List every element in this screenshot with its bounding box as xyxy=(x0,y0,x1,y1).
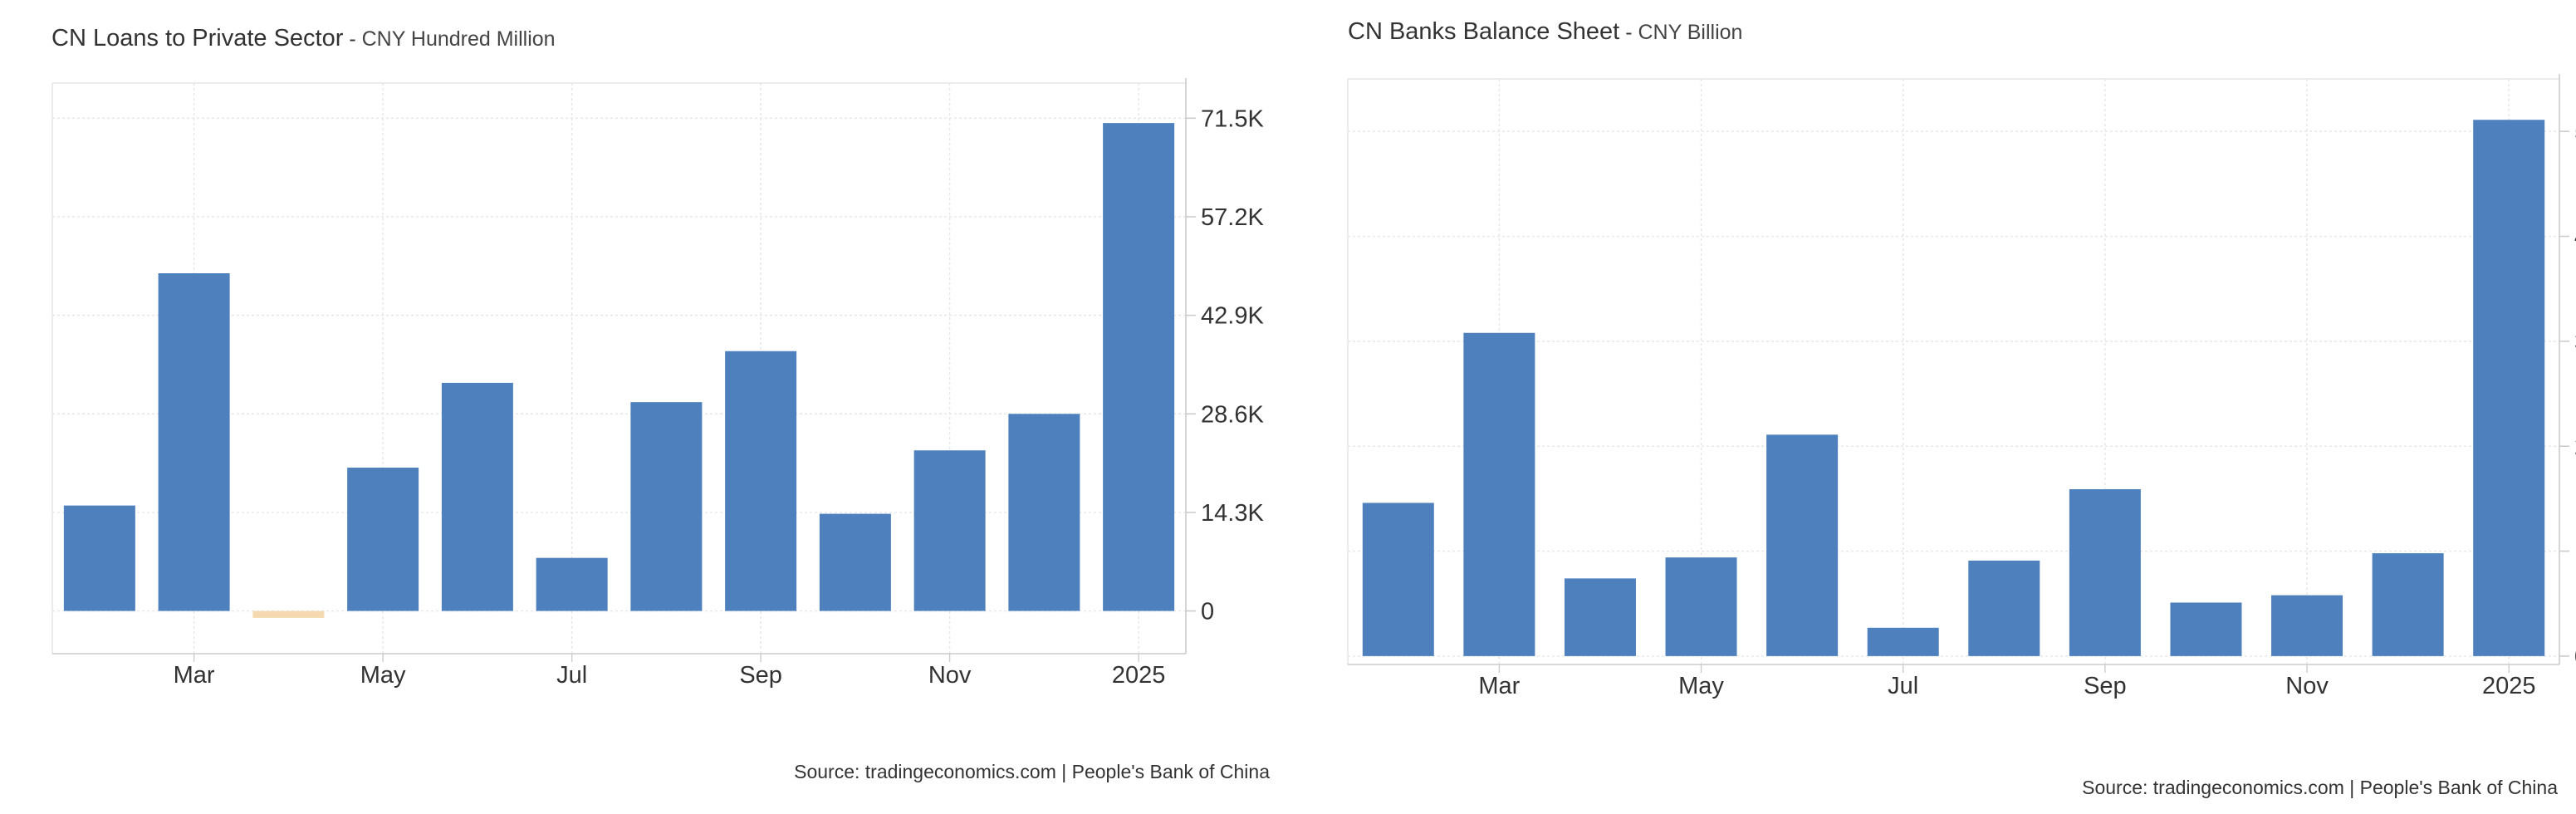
chart-title-unit: CNY Billion xyxy=(1638,21,1743,44)
balance-sheet-chart-panel: CN Banks Balance Sheet - CNY Billion 0 10… xyxy=(1288,0,2576,814)
negative-bar xyxy=(252,610,325,618)
y-tick-label: 0 xyxy=(2574,644,2576,670)
y-tick-label: 4K xyxy=(2574,224,2576,251)
bar xyxy=(441,382,513,611)
x-tick-label: Mar xyxy=(1478,673,1520,699)
loans-chart-panel: CN Loans to Private Sector - CNY Hundred… xyxy=(51,25,1270,782)
chart-title-separator: - xyxy=(343,27,362,51)
bar xyxy=(1463,332,1535,656)
chart-source: Source: tradingeconomics.com | People's … xyxy=(794,761,1270,782)
bar xyxy=(630,402,703,611)
bar xyxy=(1968,560,2040,656)
x-tick-label: 2025 xyxy=(1112,662,1166,689)
x-tick-label: Nov xyxy=(928,662,972,689)
x-tick-label: Sep xyxy=(739,662,782,689)
chart-title-main: CN Banks Balance Sheet xyxy=(1348,18,1620,45)
x-tick-label: Nov xyxy=(2285,673,2329,699)
x-tick-label: Jul xyxy=(556,662,587,689)
x-tick-label: May xyxy=(360,662,406,689)
x-tick-label: May xyxy=(1678,673,1724,699)
y-tick-label: 0 xyxy=(1201,599,1214,625)
chart-title-main: CN Loans to Private Sector xyxy=(51,25,344,51)
y-tick-label: 71.5K xyxy=(1201,105,1264,132)
y-tick-label: 5K xyxy=(2574,119,2576,145)
y-tick-label: 28.6K xyxy=(1201,401,1264,428)
chart-title: CN Loans to Private Sector - CNY Hundred… xyxy=(51,25,556,52)
y-tick-label: 2K xyxy=(2574,434,2576,460)
chart-title-separator: - xyxy=(1619,21,1638,44)
bar xyxy=(1766,434,1839,656)
chart-source: Source: tradingeconomics.com | People's … xyxy=(2082,777,2558,798)
x-tick-label: Jul xyxy=(1888,673,1918,699)
balance-sheet-bar-chart: 0 1000 2K 3K 4K 5K Mar May Jul Sep Nov 2025 xyxy=(1347,74,2576,699)
bar xyxy=(1665,557,1737,656)
y-tick-label: 42.9K xyxy=(1201,303,1264,330)
bar xyxy=(347,467,419,611)
bar xyxy=(1008,414,1080,611)
chart-title-unit: CNY Hundred Million xyxy=(361,27,556,51)
loans-bar-chart: 0 14.3K 28.6K 42.9K 57.2K 71.5K Mar May Jul Sep No… xyxy=(51,78,1264,689)
chart-title: CN Banks Balance Sheet - CNY Billion xyxy=(1348,18,1742,46)
y-tick-label: 57.2K xyxy=(1201,204,1264,231)
bar xyxy=(913,450,986,611)
x-tick-label: Mar xyxy=(174,662,215,689)
bar xyxy=(1362,503,1434,656)
y-tick-label: 1000 xyxy=(2574,539,2576,566)
y-tick-label: 3K xyxy=(2574,329,2576,356)
bar xyxy=(536,557,608,611)
bar xyxy=(1564,578,1636,656)
bar xyxy=(725,351,797,611)
bar xyxy=(2473,120,2545,656)
x-tick-label: 2025 xyxy=(2482,673,2536,699)
bar xyxy=(2170,602,2242,656)
bar xyxy=(2271,595,2343,656)
bar xyxy=(2069,489,2141,656)
x-tick-label: Sep xyxy=(2084,673,2127,699)
bar xyxy=(1867,627,1939,656)
y-tick-label: 14.3K xyxy=(1201,500,1264,527)
bar xyxy=(1103,123,1175,611)
bar xyxy=(819,513,891,611)
bar xyxy=(63,505,135,611)
bar xyxy=(2372,553,2444,656)
bar xyxy=(158,273,230,611)
